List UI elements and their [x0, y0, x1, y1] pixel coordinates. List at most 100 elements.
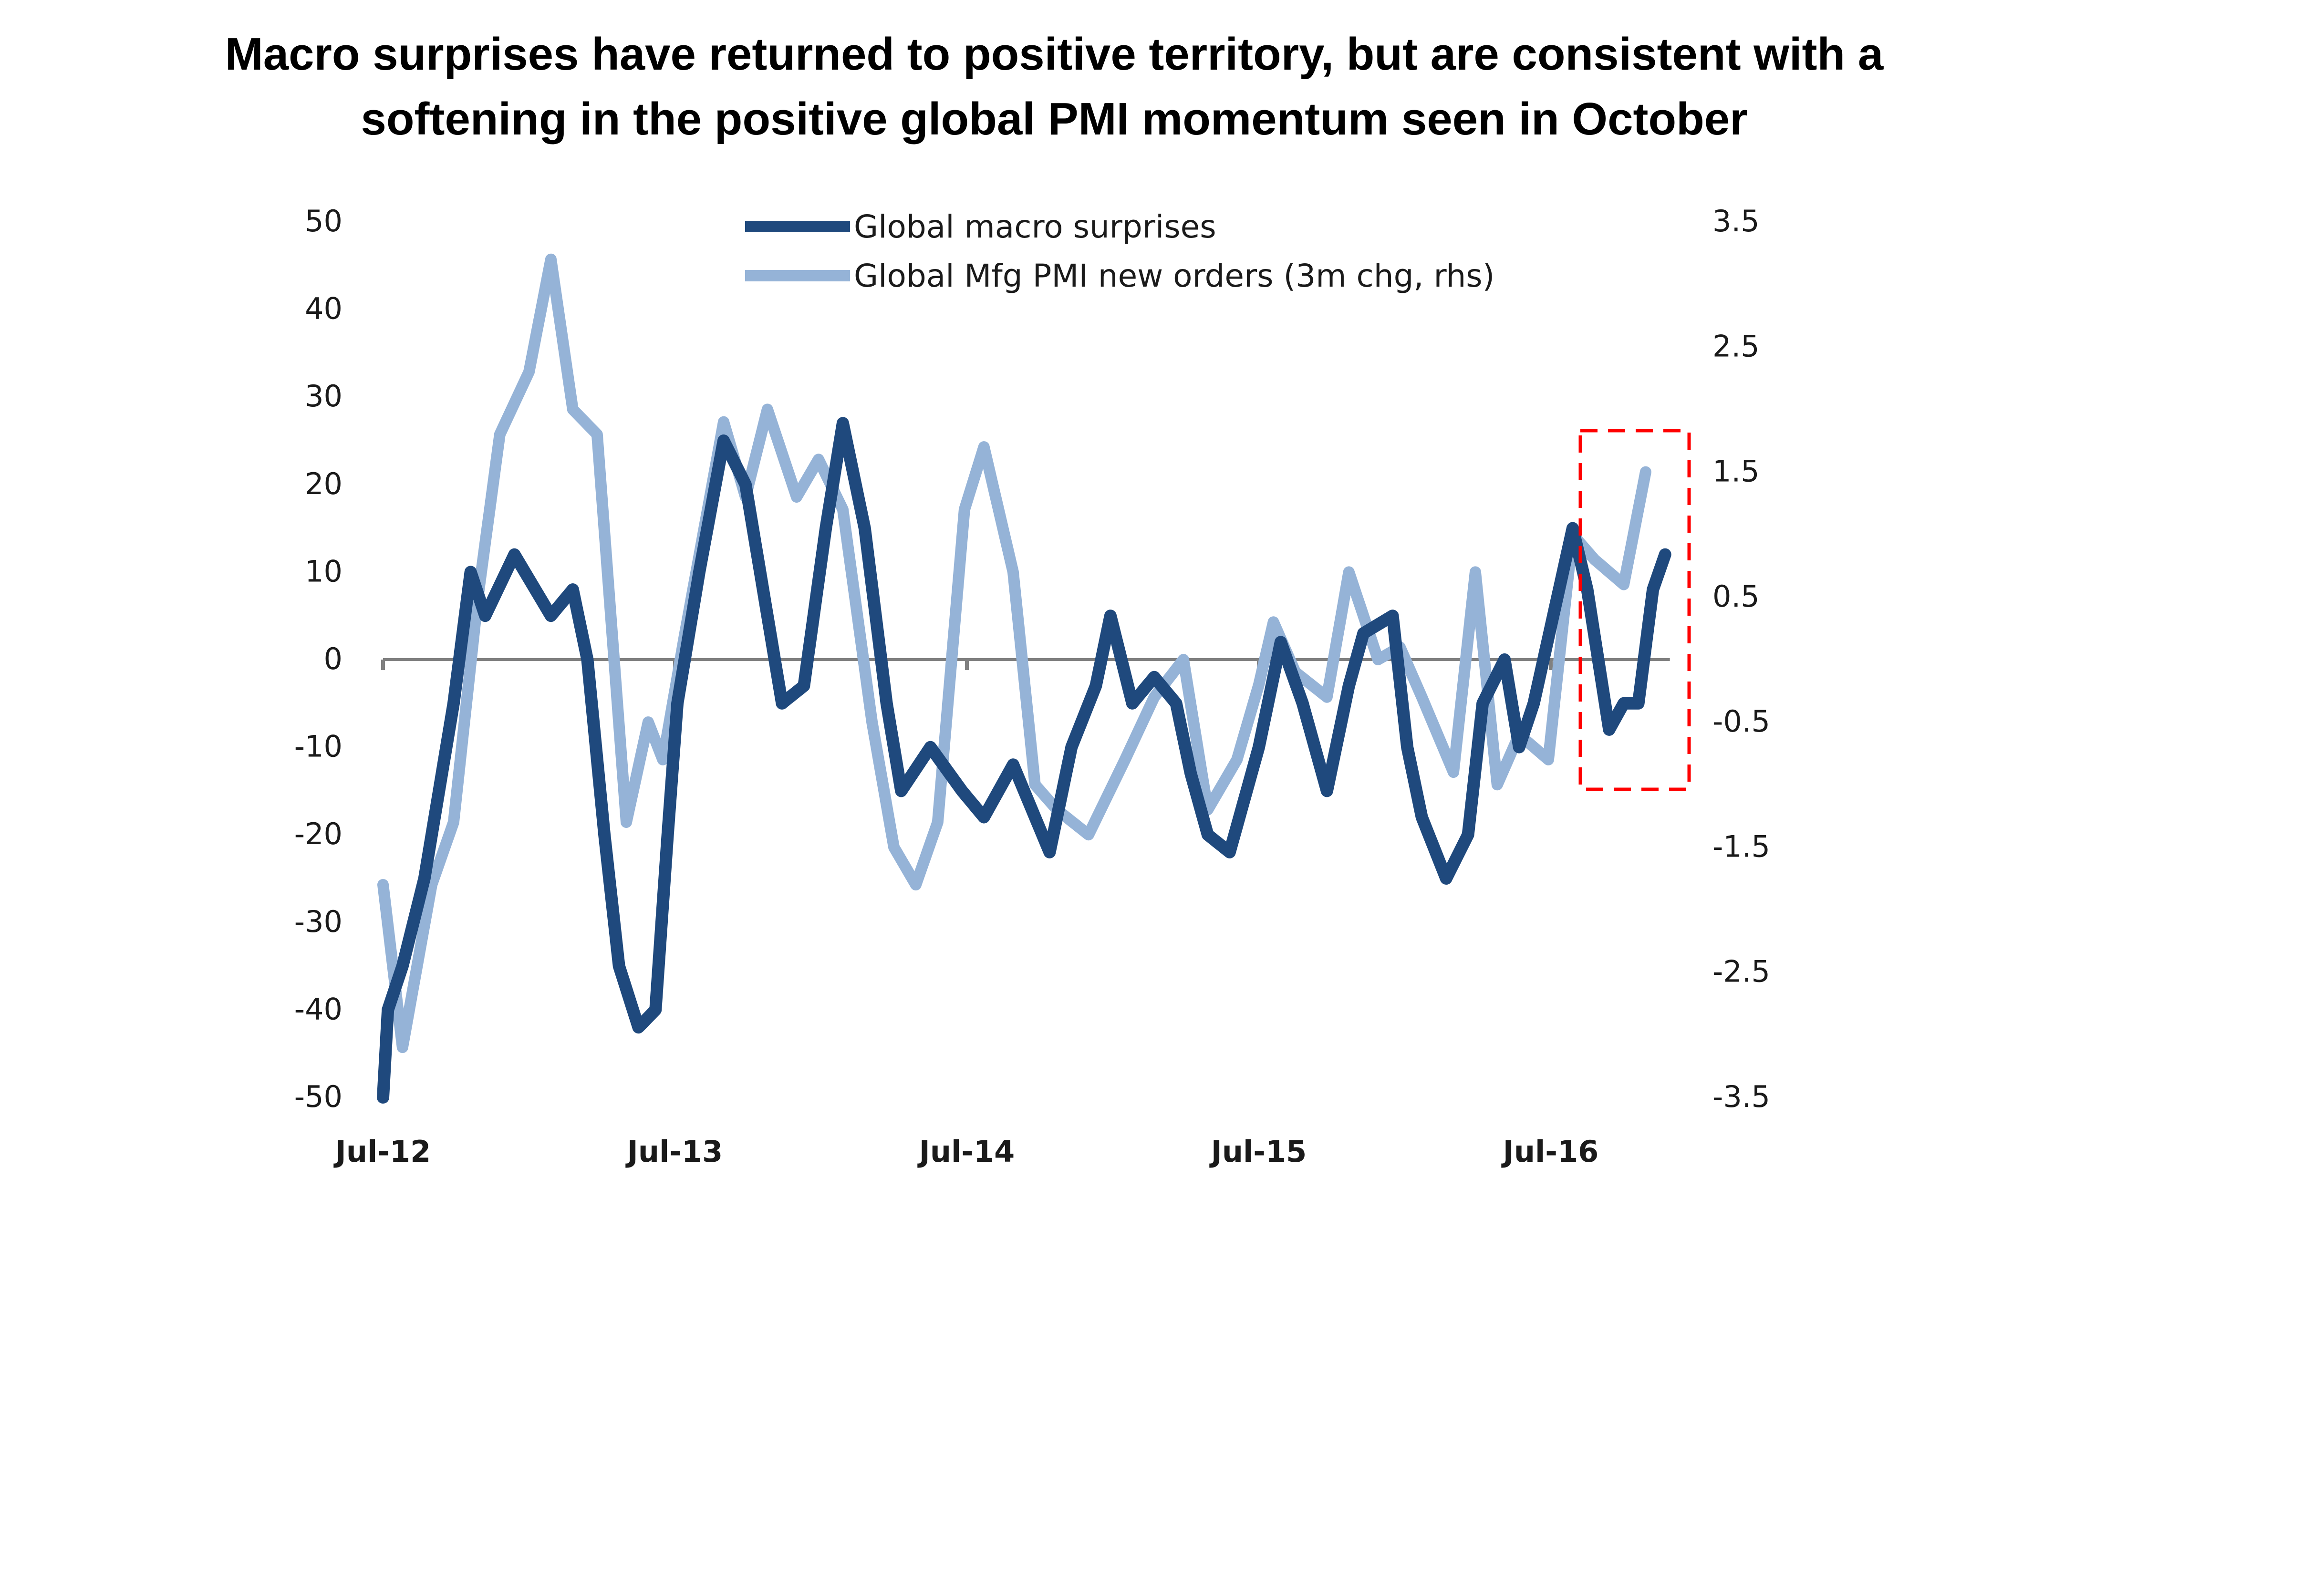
data-point-pmi-new-orders — [1594, 559, 1595, 560]
legend-label-pmi-new-orders: Global Mfg PMI new orders (3m chg, rhs) — [854, 258, 1494, 294]
data-point-pmi-new-orders — [937, 822, 938, 823]
data-point-pmi-new-orders — [597, 434, 598, 435]
chart-title-line-2: softening in the positive global PMI mom… — [361, 93, 1748, 145]
data-point-macro-surprises — [1132, 703, 1133, 704]
data-point-macro-surprises — [745, 484, 746, 485]
data-point-macro-surprises — [655, 1009, 656, 1010]
data-point-pmi-new-orders — [1645, 472, 1646, 473]
data-point-macro-surprises — [1071, 747, 1072, 748]
right-y-tick-label: -0.5 — [1712, 704, 1770, 739]
data-point-macro-surprises — [1572, 528, 1573, 529]
data-point-pmi-new-orders — [402, 1047, 403, 1048]
data-point-macro-surprises — [767, 615, 768, 616]
data-point-macro-surprises — [1519, 747, 1520, 748]
data-point-pmi-new-orders — [626, 822, 627, 823]
data-point-macro-surprises — [1095, 685, 1096, 686]
data-point-pmi-new-orders — [1475, 571, 1476, 572]
data-point-macro-surprises — [1482, 703, 1483, 704]
data-point-macro-surprises — [550, 615, 551, 616]
data-point-macro-surprises — [1229, 852, 1230, 853]
chart-title-line-1: Macro surprises have returned to positiv… — [225, 29, 1884, 80]
data-point-macro-surprises — [677, 703, 678, 704]
data-point-macro-surprises — [1013, 764, 1014, 765]
data-point-pmi-new-orders — [1207, 809, 1208, 810]
data-point-macro-surprises — [886, 703, 887, 704]
right-y-tick-label: 0.5 — [1712, 579, 1760, 614]
data-point-macro-surprises — [453, 703, 454, 704]
data-point-macro-surprises — [1110, 615, 1111, 616]
data-point-macro-surprises — [842, 423, 843, 424]
data-point-macro-surprises — [864, 528, 865, 529]
left-y-tick-label: -20 — [294, 816, 342, 851]
data-point-macro-surprises — [514, 554, 515, 555]
data-point-macro-surprises — [1504, 659, 1505, 660]
right-y-tick-label: 3.5 — [1712, 204, 1760, 238]
right-y-tick-label: -1.5 — [1712, 829, 1770, 864]
data-point-macro-surprises — [485, 615, 486, 616]
legend: Global macro surprises Global Mfg PMI ne… — [745, 208, 1494, 294]
data-point-macro-surprises — [1608, 729, 1609, 730]
data-point-macro-surprises — [1665, 554, 1666, 555]
data-point-macro-surprises — [1176, 703, 1177, 704]
data-point-macro-surprises — [1638, 703, 1639, 704]
highlight-box-annotation — [1578, 429, 1691, 791]
data-point-macro-surprises — [446, 747, 447, 748]
data-point-pmi-new-orders — [767, 409, 768, 410]
left-y-tick-label: -40 — [294, 992, 342, 1026]
data-point-pmi-new-orders — [1183, 659, 1184, 660]
data-point-macro-surprises — [424, 878, 425, 879]
data-point-pmi-new-orders — [1258, 684, 1259, 685]
data-point-pmi-new-orders — [984, 446, 985, 447]
data-point-macro-surprises — [1258, 747, 1259, 748]
data-point-pmi-new-orders — [842, 509, 843, 510]
x-axis-labels: Jul-12 Jul-13 Jul-14 Jul-15 Jul-16 — [333, 1134, 1598, 1169]
left-y-tick-label: 50 — [305, 204, 342, 238]
series — [377, 253, 1671, 1104]
data-point-pmi-new-orders — [796, 496, 797, 497]
data-point-pmi-new-orders — [431, 884, 432, 885]
data-point-pmi-new-orders — [723, 422, 724, 423]
data-point-pmi-new-orders — [1548, 759, 1549, 760]
data-point-macro-surprises — [1407, 747, 1408, 748]
data-point-pmi-new-orders — [453, 822, 454, 823]
data-point-macro-surprises — [1421, 817, 1422, 818]
data-point-macro-surprises — [402, 966, 403, 967]
x-tick-label: Jul-14 — [917, 1134, 1015, 1169]
data-point-pmi-new-orders — [1125, 759, 1126, 760]
data-point-macro-surprises — [572, 589, 573, 590]
right-y-tick-label: -2.5 — [1712, 954, 1770, 989]
legend-label-macro-surprises: Global macro surprises — [854, 208, 1216, 245]
data-point-macro-surprises — [1392, 615, 1393, 616]
data-point-pmi-new-orders — [499, 434, 500, 435]
data-point-pmi-new-orders — [818, 459, 819, 460]
data-point-pmi-new-orders — [1378, 659, 1379, 660]
data-point-macro-surprises — [387, 1009, 388, 1010]
data-point-pmi-new-orders — [663, 759, 664, 760]
data-point-macro-surprises — [1533, 703, 1534, 704]
data-point-macro-surprises — [604, 834, 605, 835]
x-tick-label: Jul-15 — [1209, 1134, 1307, 1169]
data-point-macro-surprises — [962, 790, 963, 791]
data-point-pmi-new-orders — [383, 884, 384, 885]
data-point-macro-surprises — [383, 1097, 384, 1098]
data-point-macro-surprises — [1468, 834, 1469, 835]
data-point-macro-surprises — [1652, 589, 1653, 590]
data-point-macro-surprises — [1302, 703, 1303, 704]
data-point-macro-surprises — [667, 834, 668, 835]
x-tick-label: Jul-13 — [625, 1134, 723, 1169]
data-point-macro-surprises — [1327, 790, 1328, 791]
left-y-tick-label: -50 — [294, 1079, 342, 1114]
data-point-macro-surprises — [1154, 677, 1155, 678]
data-point-pmi-new-orders — [1327, 697, 1328, 698]
data-point-macro-surprises — [1049, 852, 1050, 853]
data-point-pmi-new-orders — [1273, 621, 1274, 622]
data-point-macro-surprises — [470, 571, 471, 572]
data-point-macro-surprises — [723, 440, 724, 441]
data-point-pmi-new-orders — [648, 722, 649, 723]
data-point-pmi-new-orders — [1035, 784, 1036, 785]
left-y-tick-label: -30 — [294, 904, 342, 939]
left-y-tick-label: 40 — [305, 291, 342, 326]
data-point-pmi-new-orders — [964, 509, 965, 510]
data-point-macro-surprises — [984, 817, 985, 818]
